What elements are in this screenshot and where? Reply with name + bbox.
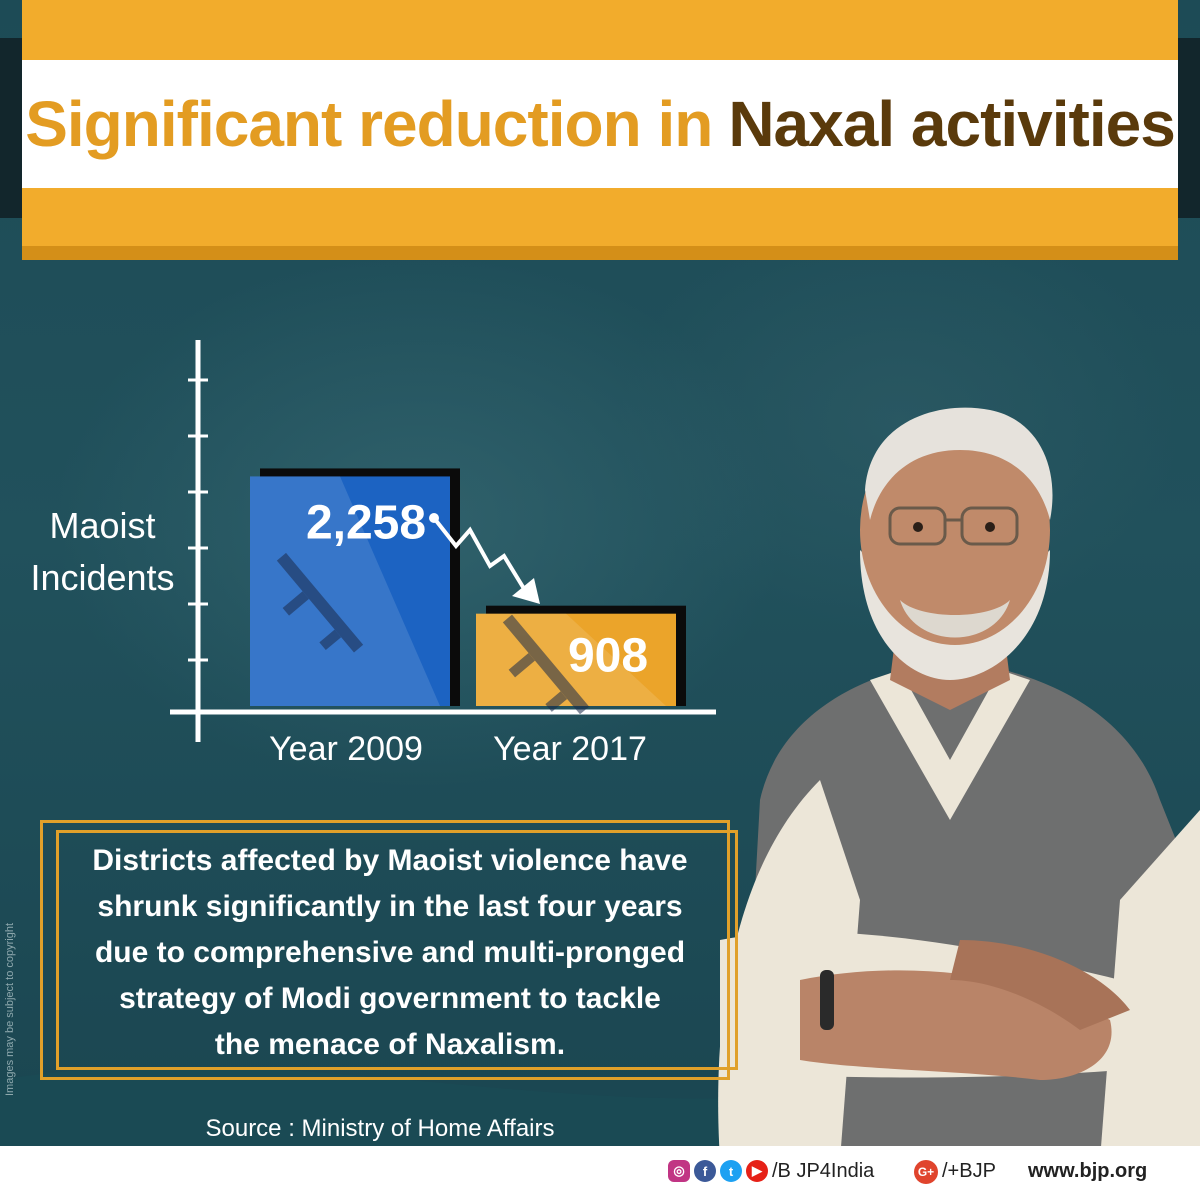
social-handle[interactable]: /B JP4India [772, 1160, 875, 1182]
google-plus-icon[interactable]: G+ [914, 1160, 938, 1184]
value-label: 908 [568, 630, 648, 683]
title-part-2: Naxal activities [728, 88, 1175, 160]
title-part-1: Significant reduction in [25, 88, 713, 160]
twitter-icon[interactable]: t [720, 1160, 742, 1182]
rifle-grip [508, 652, 535, 678]
trend-start-dot [429, 513, 439, 523]
rifle-mag [545, 691, 568, 712]
website-link[interactable]: www.bjp.org [1028, 1160, 1148, 1182]
source-note: Source : Ministry of Home Affairs [205, 1115, 555, 1142]
value-label: 2,258 [306, 496, 426, 549]
social-icons: ◎ f t ▶ [668, 1160, 768, 1182]
bar-shade [250, 476, 440, 706]
instagram-icon[interactable]: ◎ [668, 1160, 690, 1182]
rifle-icon [276, 552, 364, 653]
x-tick-label-2017: Year 2017 [493, 730, 647, 768]
trend-arrowhead [512, 578, 540, 604]
person-portrait [718, 407, 1200, 1160]
y-axis-label: Maoist Incidents [30, 505, 175, 598]
description-line: due to comprehensive and multi-pronged [94, 936, 686, 969]
description-frame-inner [56, 830, 738, 1070]
page-title: Significant reduction in Naxal activitie… [22, 60, 1178, 188]
trend-line [432, 516, 528, 594]
footer-bar [0, 1146, 1200, 1197]
chart-value-labels: 2,258 908 [306, 496, 648, 682]
chart-bars [250, 468, 686, 715]
header-white-panel [22, 60, 1178, 188]
description-text: Districts affected by Maoist violence ha… [60, 838, 720, 1068]
description-line: shrunk significantly in the last four ye… [97, 890, 683, 923]
rifle-body [276, 552, 364, 653]
rifle-body [502, 614, 590, 715]
bar-year-2009 [250, 476, 450, 706]
description-line: strategy of Modi government to tackle [119, 982, 661, 1015]
description-line: the menace of Naxalism. [214, 1028, 566, 1061]
youtube-icon[interactable]: ▶ [746, 1160, 768, 1182]
x-tick-label-2009: Year 2009 [269, 730, 423, 768]
gplus-handle[interactable]: /+BJP [942, 1160, 996, 1182]
copyright-note: Images may be subject to copyright [4, 922, 16, 1096]
facebook-icon[interactable]: f [694, 1160, 716, 1182]
rifle-icon [502, 614, 590, 715]
chart-axes [170, 340, 716, 742]
rifle-mag [319, 629, 342, 651]
description-line: Districts affected by Maoist violence ha… [92, 844, 688, 877]
rifle-grip [282, 591, 309, 616]
header-orange-shadow [22, 246, 1178, 260]
trend-arrow [429, 513, 540, 604]
description-frame-outer [40, 820, 730, 1080]
